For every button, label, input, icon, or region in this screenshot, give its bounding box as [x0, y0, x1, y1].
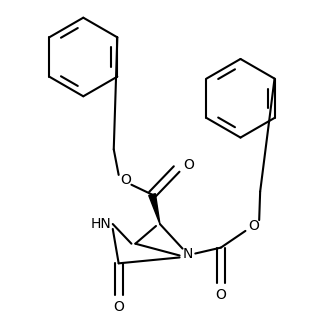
Text: N: N — [182, 246, 193, 261]
Polygon shape — [149, 194, 160, 224]
Text: O: O — [120, 173, 131, 187]
Text: O: O — [248, 219, 259, 233]
Text: HN: HN — [90, 217, 111, 231]
Text: O: O — [215, 288, 226, 302]
Text: O: O — [113, 300, 124, 314]
Text: O: O — [183, 158, 194, 172]
